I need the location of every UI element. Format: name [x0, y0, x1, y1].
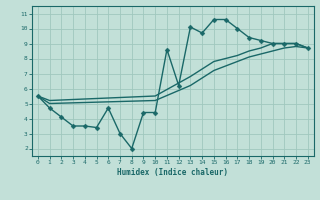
X-axis label: Humidex (Indice chaleur): Humidex (Indice chaleur) — [117, 168, 228, 177]
